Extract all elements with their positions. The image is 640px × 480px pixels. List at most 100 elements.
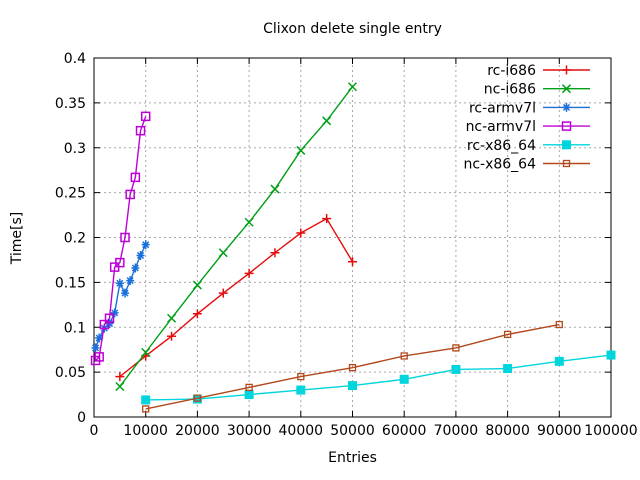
marker-square-filled: [562, 140, 571, 150]
marker-square-open: [125, 189, 135, 200]
y-tick-label: 0.35: [55, 96, 86, 112]
marker-square-filled: [503, 364, 513, 374]
marker-cross: [296, 145, 306, 155]
marker-plus: [192, 309, 202, 319]
series-rc-x86_64: [141, 350, 616, 405]
x-tick-label: 70000: [434, 423, 479, 439]
grid-lines: [94, 58, 611, 417]
marker-plus: [218, 288, 228, 298]
marker-cross: [322, 116, 332, 126]
marker-plus: [296, 228, 306, 238]
x-tick-label: 30000: [227, 423, 272, 439]
marker-square-filled: [296, 385, 306, 395]
x-tick-label: 20000: [175, 423, 220, 439]
marker-asterisk: [105, 319, 114, 329]
x-tick-label: 60000: [382, 423, 427, 439]
y-tick-label: 0.3: [64, 141, 86, 157]
marker-square-open-small: [348, 363, 357, 372]
series-line: [145, 354, 612, 401]
x-axis-label: Entries: [328, 450, 377, 466]
marker-square-open-small: [193, 394, 202, 402]
y-tick-label: 0.05: [55, 365, 86, 381]
marker-asterisk: [141, 240, 150, 250]
x-tick-label: 80000: [485, 423, 530, 439]
legend-label: nc-i686: [484, 82, 536, 98]
y-tick-label: 0.2: [64, 231, 86, 247]
marker-square-filled: [141, 395, 151, 405]
marker-asterisk: [95, 333, 104, 343]
y-tick-label: 0.4: [64, 51, 86, 67]
legend-item-nc-i686: nc-i686: [484, 82, 590, 98]
y-tick-label: 0: [77, 410, 86, 426]
marker-square-filled: [606, 350, 616, 360]
marker-square-filled: [192, 394, 202, 404]
marker-square-open-small: [400, 352, 408, 360]
marker-cross: [218, 248, 228, 258]
series-rc-i686: [115, 214, 357, 382]
marker-square-open: [120, 232, 130, 243]
x-tick-label: 0: [90, 423, 99, 439]
legend: rc-i686 nc-i686 rc-armv7l nc-armv7l rc-x86_6…: [463, 63, 590, 173]
series-nc-i686: [115, 82, 358, 392]
legend-item-rc-i686: rc-i686: [487, 63, 590, 79]
series-nc-armv7l: [90, 111, 151, 366]
marker-cross: [192, 280, 202, 290]
marker-square-open: [104, 313, 115, 324]
marker-asterisk: [126, 276, 135, 286]
marker-square-open: [115, 257, 125, 268]
marker-plus: [562, 65, 571, 75]
marker-square-open: [94, 352, 104, 362]
x-axis-tick-labels: 0 10000 20000 30000 40000 50000 60000 70000 8000…: [90, 423, 638, 439]
marker-square-open-small: [555, 320, 563, 329]
y-axis-tick-labels: 0 0.05 0.1 0.15 0.2 0.25 0.3 0.35 0.4: [55, 51, 86, 426]
marker-asterisk: [136, 250, 145, 260]
marker-plus: [115, 372, 125, 382]
marker-square-open: [99, 319, 110, 330]
legend-label: rc-i686: [487, 63, 536, 79]
marker-square-open: [135, 125, 146, 136]
marker-asterisk: [562, 102, 571, 112]
marker-square-filled: [451, 364, 461, 374]
axes: [93, 57, 612, 418]
legend-label: nc-armv7l: [466, 119, 536, 135]
marker-plus: [270, 248, 280, 258]
y-tick-label: 0.25: [55, 186, 86, 202]
marker-square-open-small: [503, 330, 512, 339]
legend-item-rc-armv7l: rc-armv7l: [469, 100, 590, 116]
marker-cross: [561, 84, 572, 94]
marker-square-open: [140, 111, 151, 122]
marker-square-filled: [348, 381, 357, 391]
x-tick-label: 90000: [537, 423, 582, 439]
marker-asterisk: [91, 343, 100, 353]
marker-square-filled: [554, 356, 564, 366]
marker-square-open: [561, 121, 572, 131]
marker-asterisk: [121, 288, 130, 298]
marker-asterisk: [110, 308, 119, 318]
marker-cross: [141, 347, 151, 357]
marker-asterisk: [131, 263, 140, 273]
legend-label: rc-x86_64: [467, 138, 536, 154]
legend-item-rc-x86_64: rc-x86_64: [467, 138, 590, 154]
chart-title: Clixon delete single entry: [263, 21, 442, 37]
legend-label: rc-armv7l: [469, 100, 536, 116]
marker-square-filled: [244, 390, 254, 400]
y-tick-label: 0.15: [55, 275, 86, 291]
legend-item-nc-x86_64: nc-x86_64: [463, 157, 590, 173]
legend-item-nc-armv7l: nc-armv7l: [466, 119, 590, 135]
marker-plus: [244, 268, 254, 278]
marker-cross: [115, 381, 125, 392]
marker-cross: [347, 82, 358, 92]
marker-cross: [270, 184, 280, 194]
series-nc-x86_64: [142, 320, 563, 413]
series-line: [95, 116, 147, 361]
x-tick-label: 10000: [123, 423, 168, 439]
marker-cross: [167, 313, 177, 323]
y-axis-label: Time[s]: [9, 211, 25, 265]
series-line: [119, 217, 354, 378]
x-tick-label: 40000: [279, 423, 324, 439]
marker-plus: [348, 257, 357, 267]
series-line: [119, 86, 354, 387]
marker-cross: [244, 217, 254, 227]
